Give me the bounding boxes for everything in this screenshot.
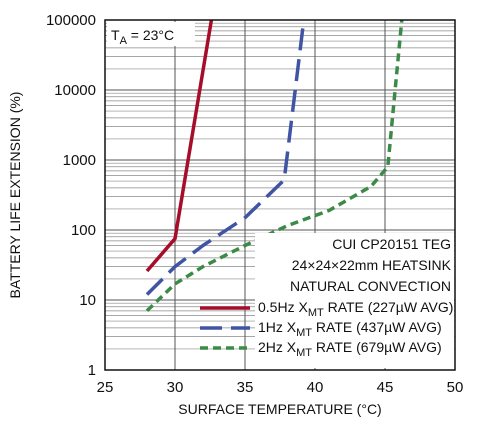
annotations: TA = 23°C CUI CP20151 TEG 24×24×22mm HEATS… — [107, 22, 454, 368]
y-tick-label: 100000 — [46, 12, 96, 29]
x-tick-label: 40 — [307, 379, 324, 396]
plot-frame — [104, 19, 456, 371]
series-line — [145, 19, 214, 273]
y-tick-label: 100 — [71, 222, 96, 239]
y-tick-label: 1000 — [63, 152, 96, 169]
annotation-line: 24×24×22mm HEATSINK — [292, 257, 452, 273]
x-tick-label: 50 — [447, 379, 464, 396]
tick-labels: 25 30 35 40 45 50 1 10 100 1000 10000 100000 — [46, 12, 463, 396]
series-lines — [145, 19, 404, 313]
condition-box — [107, 22, 195, 46]
y-tick-label: 10000 — [54, 82, 96, 99]
annotation-line: CUI CP20151 TEG — [332, 236, 451, 252]
x-tick-label: 25 — [97, 379, 114, 396]
condition-label: TA = 23°C — [111, 27, 174, 47]
annotation-line: NATURAL CONVECTION — [290, 278, 451, 294]
y-tick-label: 1 — [88, 362, 96, 379]
series-line — [145, 19, 306, 296]
x-tick-label: 30 — [167, 379, 184, 396]
y-tick-label: 10 — [79, 292, 96, 309]
x-tick-label: 45 — [377, 379, 394, 396]
legend-box — [255, 233, 454, 368]
legend-label: 0.5Hz XMT RATE (227µW AVG) — [258, 299, 453, 319]
x-tick-label: 35 — [237, 379, 254, 396]
legend-label: 1Hz XMT RATE (437µW AVG) — [258, 319, 442, 339]
series-line — [145, 19, 404, 313]
x-axis-label: SURFACE TEMPERATURE (°C) — [178, 401, 381, 417]
y-axis-label: BATTERY LIFE EXTENSION (%) — [7, 92, 23, 299]
legend-label: 2Hz XMT RATE (679µW AVG) — [258, 339, 442, 359]
